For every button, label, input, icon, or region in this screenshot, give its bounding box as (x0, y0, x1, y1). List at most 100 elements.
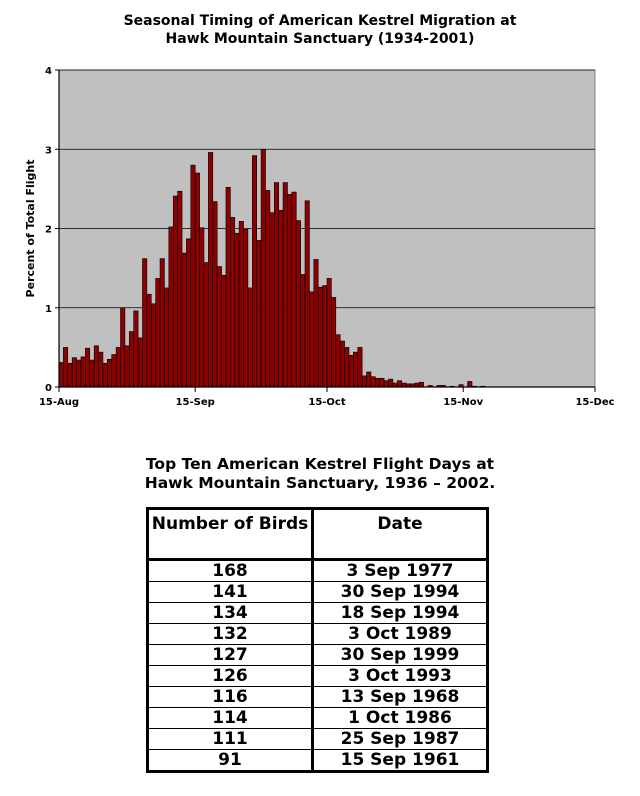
table-row: 91 15 Sep 1961 (146, 749, 489, 772)
y-tick-label: 4 (45, 66, 52, 77)
bar (208, 152, 214, 388)
bar (137, 337, 143, 388)
table-header-row: Number of Birds Date (146, 508, 489, 561)
y-tick-label: 2 (45, 225, 52, 236)
x-tick-label: 15-Nov (443, 397, 483, 408)
bar (124, 345, 130, 388)
bar (243, 228, 249, 388)
table-row: 114 1 Oct 1986 (146, 707, 489, 729)
bar (194, 172, 200, 388)
bar (357, 347, 363, 388)
bar-chart: 0 1 2 3 4 15-Aug 15-Sep 15-Oct 15-Nov 15-Dec Perce… (24, 66, 615, 408)
table-row: 126 3 Oct 1993 (146, 665, 489, 687)
y-axis-label: Percent of Total Flight (24, 160, 37, 298)
bar (225, 186, 231, 388)
bar (128, 331, 134, 388)
bar (230, 217, 236, 388)
bar (388, 378, 394, 388)
bar (168, 226, 174, 388)
bar (133, 310, 139, 388)
bar (203, 262, 209, 388)
table-title-line-1: Top Ten American Kestrel Flight Days at (145, 455, 495, 473)
bar (199, 227, 205, 388)
birds-count-cell: 168 (146, 559, 314, 582)
birds-count-cell: 141 (146, 581, 314, 603)
bar (260, 148, 266, 388)
date-cell: 15 Sep 1961 (311, 749, 489, 772)
date-cell: 3 Oct 1993 (311, 665, 489, 687)
table-row: 111 25 Sep 1987 (146, 728, 489, 750)
date-cell: 3 Sep 1977 (311, 559, 489, 582)
bar (331, 297, 337, 388)
y-tick-label: 3 (45, 145, 52, 156)
bar (269, 212, 275, 388)
bar (317, 286, 323, 388)
bar (396, 380, 402, 388)
bar (238, 221, 244, 388)
bar (89, 359, 95, 388)
birds-count-cell: 114 (146, 707, 314, 729)
bar (467, 381, 473, 388)
bar (107, 358, 113, 388)
header-number-of-birds: Number of Birds (146, 508, 314, 561)
bar (339, 340, 345, 388)
x-tick-label: 15-Dec (575, 397, 614, 408)
date-cell: 30 Sep 1994 (311, 581, 489, 603)
bar (164, 287, 170, 388)
table-row: 141 30 Sep 1994 (146, 581, 489, 603)
chart-title-line-1: Seasonal Timing of American Kestrel Migr… (123, 13, 517, 29)
table-row: 127 30 Sep 1999 (146, 644, 489, 666)
birds-count-cell: 116 (146, 686, 314, 708)
y-tick-label: 0 (45, 383, 52, 394)
bar (322, 285, 328, 388)
date-cell: 25 Sep 1987 (311, 728, 489, 750)
bar (326, 278, 332, 388)
bar (58, 362, 64, 388)
bar (221, 274, 227, 388)
bar (212, 201, 218, 388)
bar (282, 182, 288, 388)
bar (309, 291, 315, 388)
bar (300, 274, 306, 388)
date-cell: 1 Oct 1986 (311, 707, 489, 729)
bar (115, 347, 121, 388)
x-tick-label: 15-Sep (176, 397, 215, 408)
chart-title-line-2: Hawk Mountain Sanctuary (1934-2001) (165, 31, 475, 47)
bar (234, 232, 240, 388)
bar (375, 377, 381, 388)
bar (256, 240, 262, 388)
bar (361, 375, 367, 388)
birds-count-cell: 91 (146, 749, 314, 772)
x-tick-label: 15-Oct (308, 397, 345, 408)
birds-count-cell: 126 (146, 665, 314, 687)
bar (155, 278, 161, 388)
birds-count-cell: 111 (146, 728, 314, 750)
bar (252, 155, 258, 388)
date-cell: 3 Oct 1989 (311, 623, 489, 645)
birds-count-cell: 132 (146, 623, 314, 645)
bar (291, 191, 297, 388)
bar (102, 362, 108, 388)
bar (348, 354, 354, 388)
table-title-line-2: Hawk Mountain Sanctuary, 1936 – 2002. (144, 474, 496, 492)
bar (181, 252, 187, 388)
table-row: 168 3 Sep 1977 (146, 559, 489, 582)
bar (247, 287, 253, 388)
birds-count-cell: 127 (146, 644, 314, 666)
bar (172, 195, 178, 388)
bar (287, 194, 293, 388)
table-row: 134 18 Sep 1994 (146, 602, 489, 624)
chart-title: Seasonal Timing of American Kestrel Migr… (0, 12, 640, 48)
bar (190, 164, 196, 388)
bar (111, 354, 117, 388)
table-row: 132 3 Oct 1989 (146, 623, 489, 645)
bar (370, 376, 376, 388)
table-title: Top Ten American Kestrel Flight Days at … (0, 455, 640, 493)
birds-count-cell: 134 (146, 602, 314, 624)
date-cell: 18 Sep 1994 (311, 602, 489, 624)
bar (76, 359, 82, 388)
x-tick-label: 15-Aug (39, 397, 79, 408)
bar (146, 293, 152, 388)
table-row: 116 13 Sep 1968 (146, 686, 489, 708)
bar (67, 362, 73, 388)
